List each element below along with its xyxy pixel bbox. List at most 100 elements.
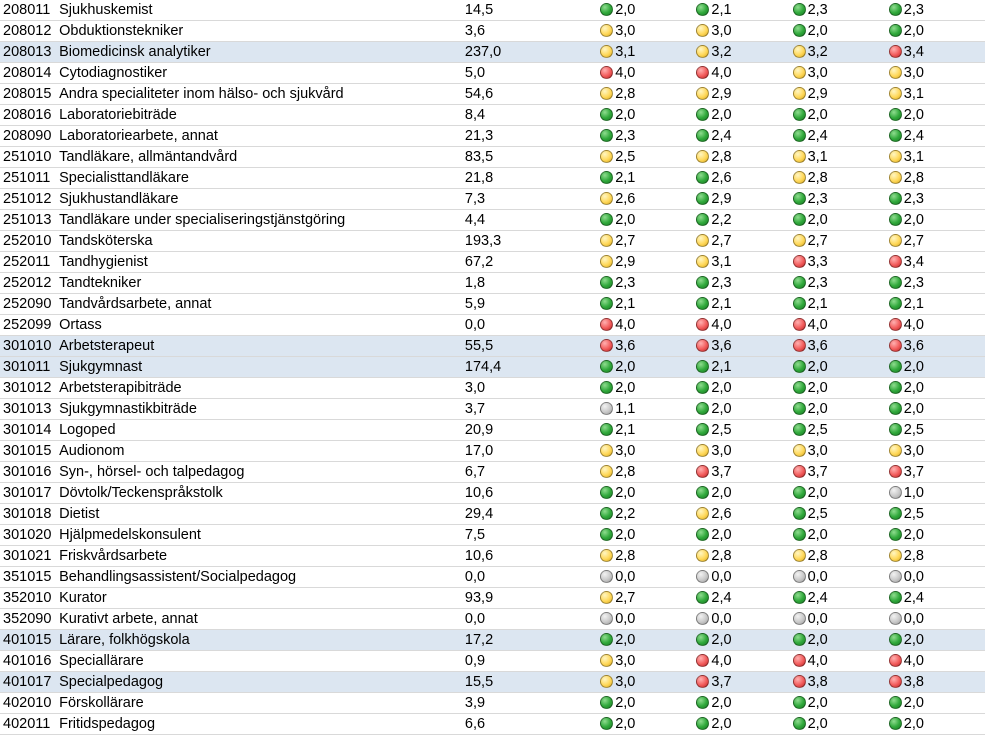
occupation-code[interactable]: 401016 bbox=[0, 650, 60, 672]
table-row[interactable]: 401016 Speciallärare 0,9 3,0 4,0 4,0 4,0 bbox=[0, 650, 985, 672]
indicator-cell[interactable]: 3,4 bbox=[888, 251, 985, 273]
occupation-code[interactable]: 301013 bbox=[0, 398, 60, 420]
indicator-cell[interactable]: 2,6 bbox=[696, 503, 793, 525]
occupation-name[interactable]: Laboratoriebiträde bbox=[59, 104, 465, 126]
table-row[interactable]: 208012 Obduktionstekniker 3,6 3,0 3,0 2,0 2,0 bbox=[0, 20, 985, 42]
indicator-cell[interactable]: 2,2 bbox=[600, 503, 697, 525]
occupation-name[interactable]: Tandläkare under specialiseringstjänstgö… bbox=[59, 209, 465, 231]
table-row[interactable]: 402011 Fritidspedagog 6,6 2,0 2,0 2,0 2,0 bbox=[0, 713, 985, 735]
table-row[interactable]: 251010 Tandläkare, allmäntandvård 83,5 2,5 2… bbox=[0, 146, 985, 168]
occupation-name[interactable]: Kurator bbox=[59, 587, 465, 609]
indicator-cell[interactable]: 2,0 bbox=[696, 482, 793, 504]
table-row[interactable]: 208014 Cytodiagnostiker 5,0 4,0 4,0 3,0 3,0 bbox=[0, 62, 985, 84]
volume-value[interactable]: 10,6 bbox=[464, 545, 601, 567]
volume-value[interactable]: 54,6 bbox=[464, 83, 601, 105]
volume-value[interactable]: 3,7 bbox=[464, 398, 601, 420]
indicator-cell[interactable]: 3,6 bbox=[792, 335, 889, 357]
volume-value[interactable]: 193,3 bbox=[464, 230, 601, 252]
indicator-cell[interactable]: 3,0 bbox=[792, 62, 889, 84]
table-row[interactable]: 352090 Kurativt arbete, annat 0,0 0,0 0,0 0,0… bbox=[0, 608, 985, 630]
table-row[interactable]: 301014 Logoped 20,9 2,1 2,5 2,5 2,5 bbox=[0, 419, 985, 441]
occupation-name[interactable]: Tandhygienist bbox=[59, 251, 465, 273]
indicator-cell[interactable]: 2,4 bbox=[696, 587, 793, 609]
indicator-cell[interactable]: 2,3 bbox=[600, 125, 697, 147]
occupation-code[interactable]: 251013 bbox=[0, 209, 60, 231]
table-row[interactable]: 301018 Dietist 29,4 2,2 2,6 2,5 2,5 bbox=[0, 503, 985, 525]
table-row[interactable]: 208013 Biomedicinsk analytiker 237,0 3,1 3,2… bbox=[0, 41, 985, 63]
indicator-cell[interactable]: 2,8 bbox=[600, 545, 697, 567]
occupation-code[interactable]: 251012 bbox=[0, 188, 60, 210]
table-row[interactable]: 252090 Tandvårdsarbete, annat 5,9 2,1 2,1 2,1… bbox=[0, 293, 985, 315]
indicator-cell[interactable]: 2,8 bbox=[600, 83, 697, 105]
occupation-name[interactable]: Friskvårdsarbete bbox=[59, 545, 465, 567]
indicator-cell[interactable]: 2,0 bbox=[888, 692, 985, 714]
indicator-cell[interactable]: 3,0 bbox=[600, 440, 697, 462]
indicator-cell[interactable]: 2,0 bbox=[600, 692, 697, 714]
indicator-cell[interactable]: 2,3 bbox=[888, 0, 985, 21]
indicator-cell[interactable]: 3,0 bbox=[600, 20, 697, 42]
indicator-cell[interactable]: 2,4 bbox=[888, 125, 985, 147]
indicator-cell[interactable]: 2,1 bbox=[600, 167, 697, 189]
occupation-name[interactable]: Sjukhustandläkare bbox=[59, 188, 465, 210]
indicator-cell[interactable]: 4,0 bbox=[888, 314, 985, 336]
table-row[interactable]: 252012 Tandtekniker 1,8 2,3 2,3 2,3 2,3 bbox=[0, 272, 985, 294]
indicator-cell[interactable]: 3,6 bbox=[696, 335, 793, 357]
indicator-cell[interactable]: 2,5 bbox=[888, 503, 985, 525]
occupation-code[interactable]: 301021 bbox=[0, 545, 60, 567]
indicator-cell[interactable]: 0,0 bbox=[696, 608, 793, 630]
volume-value[interactable]: 93,9 bbox=[464, 587, 601, 609]
indicator-cell[interactable]: 3,6 bbox=[600, 335, 697, 357]
volume-value[interactable]: 21,3 bbox=[464, 125, 601, 147]
occupation-name[interactable]: Behandlingsassistent/Socialpedagog bbox=[59, 566, 465, 588]
indicator-cell[interactable]: 2,9 bbox=[600, 251, 697, 273]
indicator-cell[interactable]: 2,0 bbox=[888, 356, 985, 378]
indicator-cell[interactable]: 2,1 bbox=[600, 293, 697, 315]
occupation-code[interactable]: 251011 bbox=[0, 167, 60, 189]
table-row[interactable]: 352010 Kurator 93,9 2,7 2,4 2,4 2,4 bbox=[0, 587, 985, 609]
occupation-name[interactable]: Syn-, hörsel- och talpedagog bbox=[59, 461, 465, 483]
indicator-cell[interactable]: 2,0 bbox=[696, 524, 793, 546]
table-row[interactable]: 402010 Förskollärare 3,9 2,0 2,0 2,0 2,0 bbox=[0, 692, 985, 714]
indicator-cell[interactable]: 2,5 bbox=[792, 503, 889, 525]
occupation-code[interactable]: 252099 bbox=[0, 314, 60, 336]
indicator-cell[interactable]: 0,0 bbox=[792, 566, 889, 588]
occupation-name[interactable]: Audionom bbox=[59, 440, 465, 462]
indicator-cell[interactable]: 3,2 bbox=[696, 41, 793, 63]
occupation-name[interactable]: Specialisttandläkare bbox=[59, 167, 465, 189]
indicator-cell[interactable]: 2,0 bbox=[696, 398, 793, 420]
occupation-name[interactable]: Dietist bbox=[59, 503, 465, 525]
indicator-cell[interactable]: 2,4 bbox=[888, 587, 985, 609]
indicator-cell[interactable]: 2,3 bbox=[792, 0, 889, 21]
volume-value[interactable]: 14,5 bbox=[464, 0, 601, 21]
indicator-cell[interactable]: 4,0 bbox=[696, 650, 793, 672]
indicator-cell[interactable]: 3,7 bbox=[888, 461, 985, 483]
table-row[interactable]: 301017 Dövtolk/Teckenspråkstolk 10,6 2,0 2,0… bbox=[0, 482, 985, 504]
occupation-code[interactable]: 401015 bbox=[0, 629, 60, 651]
indicator-cell[interactable]: 4,0 bbox=[600, 62, 697, 84]
occupation-code[interactable]: 301020 bbox=[0, 524, 60, 546]
indicator-cell[interactable]: 2,0 bbox=[888, 209, 985, 231]
indicator-cell[interactable]: 2,0 bbox=[792, 20, 889, 42]
indicator-cell[interactable]: 2,0 bbox=[792, 713, 889, 735]
indicator-cell[interactable]: 2,8 bbox=[696, 545, 793, 567]
occupation-name[interactable]: Sjukgymnast bbox=[59, 356, 465, 378]
indicator-cell[interactable]: 4,0 bbox=[792, 314, 889, 336]
table-row[interactable]: 301021 Friskvårdsarbete 10,6 2,8 2,8 2,8 2,8 bbox=[0, 545, 985, 567]
occupation-name[interactable]: Specialpedagog bbox=[59, 671, 465, 693]
indicator-cell[interactable]: 2,0 bbox=[600, 524, 697, 546]
occupation-code[interactable]: 402011 bbox=[0, 713, 60, 735]
indicator-cell[interactable]: 3,1 bbox=[792, 146, 889, 168]
indicator-cell[interactable]: 2,0 bbox=[792, 692, 889, 714]
indicator-cell[interactable]: 2,0 bbox=[600, 104, 697, 126]
volume-value[interactable]: 10,6 bbox=[464, 482, 601, 504]
occupation-name[interactable]: Logoped bbox=[59, 419, 465, 441]
indicator-cell[interactable]: 2,8 bbox=[792, 167, 889, 189]
indicator-cell[interactable]: 3,0 bbox=[792, 440, 889, 462]
indicator-cell[interactable]: 2,6 bbox=[696, 167, 793, 189]
indicator-cell[interactable]: 3,0 bbox=[696, 440, 793, 462]
indicator-cell[interactable]: 2,1 bbox=[792, 293, 889, 315]
occupation-code[interactable]: 301017 bbox=[0, 482, 60, 504]
indicator-cell[interactable]: 2,0 bbox=[600, 209, 697, 231]
occupation-name[interactable]: Sjukhuskemist bbox=[59, 0, 465, 21]
indicator-cell[interactable]: 2,0 bbox=[888, 377, 985, 399]
